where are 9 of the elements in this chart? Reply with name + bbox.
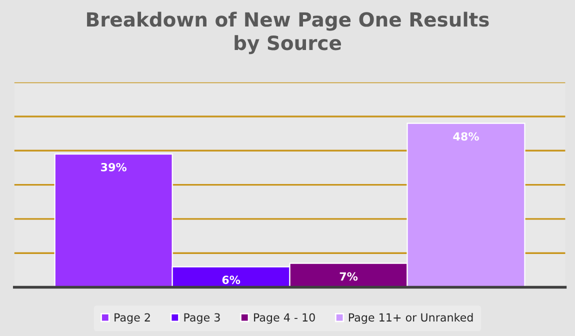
data-label: 7% [340, 272, 358, 281]
legend-label: Page 4 - 10 [254, 313, 315, 324]
legend-label: Page 11+ or Unranked [348, 313, 473, 324]
chart-title: Breakdown of New Page One Results by Source [87, 12, 489, 54]
data-label: 6% [222, 276, 240, 284]
legend-label: Page 3 [184, 313, 220, 324]
data-label: 48% [453, 132, 479, 141]
legend-label: Page 2 [114, 313, 150, 324]
data-label: 39% [101, 162, 127, 172]
